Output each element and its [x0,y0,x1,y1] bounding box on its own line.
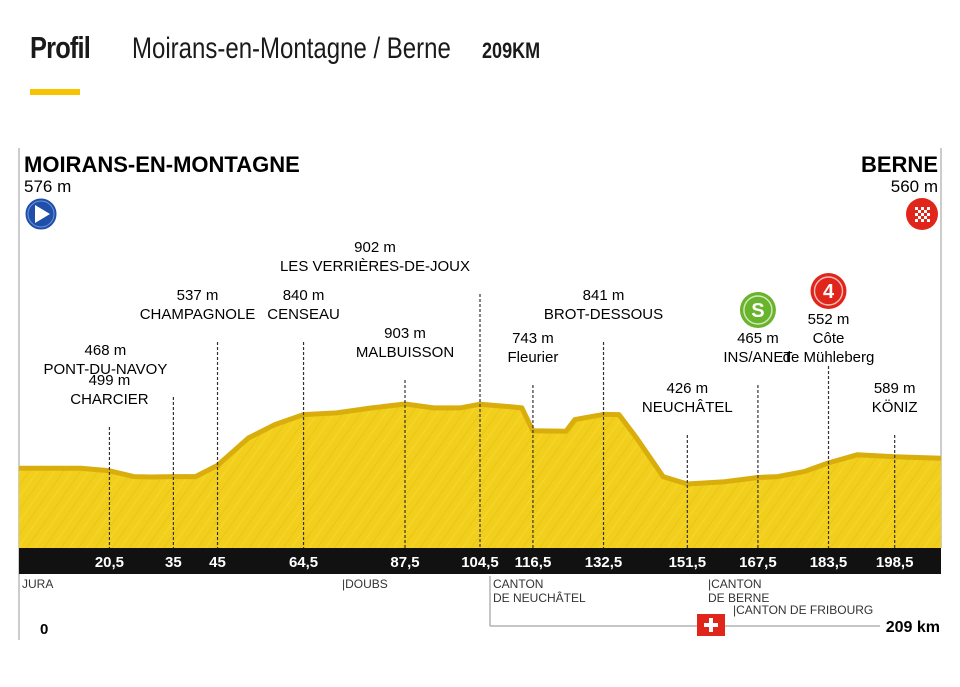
badge-label: S [751,300,764,322]
location-name: MALBUISSON [356,344,454,361]
location-altitude: 743 m [512,330,554,347]
location-altitude: 426 m [666,380,708,397]
terrain-ridge [19,401,942,487]
location-name-2: de Mühleberg [783,349,875,366]
play-icon [24,197,58,231]
location-marker: 426 m NEUCHÂTEL [642,380,733,548]
checkered-flag-icon [906,198,938,230]
swiss-flag-icon [697,614,725,636]
location-marker: 841 m BROT-DESSOUS [544,287,663,548]
km-label: 104,5 [461,554,499,571]
region-label: |CANTON [708,577,762,591]
finish-town: BERNE [861,152,938,177]
location-name: CHARCIER [70,391,149,408]
km-label: 45 [209,554,226,571]
km-label: 35 [165,554,182,571]
region-label: |DOUBS [342,577,388,591]
stage-distance: 209KM [482,38,541,63]
axis-start-label: 0 [40,621,48,638]
region-label-2: DE NEUCHÂTEL [493,590,586,605]
location-marker: 902 m LES VERRIÈRES-DE-JOUX [280,239,481,548]
location-altitude: 840 m [283,287,325,304]
location-altitude: 468 m [85,342,127,359]
km-label: 198,5 [876,554,914,571]
location-name: INS/ANET [723,349,792,366]
location-name: NEUCHÂTEL [642,399,733,416]
location-marker: 552 m Côte de Mühleberg 4 [783,273,875,548]
finish-altitude: 560 m [891,177,938,196]
location-altitude: 537 m [177,287,219,304]
location-altitude: 552 m [808,311,850,328]
location-name: BROT-DESSOUS [544,306,663,323]
location-name: KÖNIZ [872,398,918,416]
start-town: MOIRANS-EN-MONTAGNE [24,152,300,177]
stage-route: Moirans-en-Montagne / Berne [132,32,451,65]
km-label: 183,5 [810,554,848,571]
region-label: JURA [22,577,53,591]
badge-label: 4 [823,281,835,303]
location-altitude: 465 m [737,330,779,347]
location-altitude: 499 m [89,372,131,389]
location-name: Fleurier [508,349,559,366]
km-label: 151,5 [669,554,707,571]
region-label: CANTON [493,577,543,591]
location-name: CENSEAU [267,306,340,323]
location-marker: 840 m CENSEAU [267,287,340,548]
location-marker: 468 m PONT-DU-NAVOY [43,342,175,548]
location-marker: 537 m CHAMPAGNOLE [140,287,256,548]
location-marker: 903 m MALBUISSON [356,325,454,548]
km-label: 87,5 [390,554,419,571]
km-bar [19,548,941,574]
accent-underline [30,89,80,95]
region-label-2: DE BERNE [708,591,769,605]
location-altitude: 902 m [354,239,396,256]
location-marker: 743 m Fleurier [508,330,559,548]
start-altitude: 576 m [24,177,71,196]
location-name: Côte [813,330,845,347]
profile-label: Profil [30,30,91,65]
km-label: 167,5 [739,554,777,571]
location-name: CHAMPAGNOLE [140,306,256,323]
climb-category-icon: 4 [810,273,847,309]
location-name: PONT-DU-NAVOY [43,361,167,378]
km-label: 64,5 [289,554,318,571]
page-header: Profil Moirans-en-Montagne / Berne 209KM [30,30,553,70]
sprint-badge-icon: S [739,292,776,328]
location-name: LES VERRIÈRES-DE-JOUX [280,258,470,275]
km-label: 116,5 [515,554,552,571]
km-label: 20,5 [95,554,124,571]
km-label: 132,5 [585,554,623,571]
location-altitude: 589 m [874,380,916,397]
location-altitude: 841 m [583,287,625,304]
location-marker: 465 m INS/ANET S [723,292,793,548]
region-label: |CANTON DE FRIBOURG [733,603,873,617]
location-altitude: 903 m [384,325,426,342]
axis-end-label: 209 km [886,619,940,636]
location-marker: 499 m CHARCIER [70,372,149,548]
